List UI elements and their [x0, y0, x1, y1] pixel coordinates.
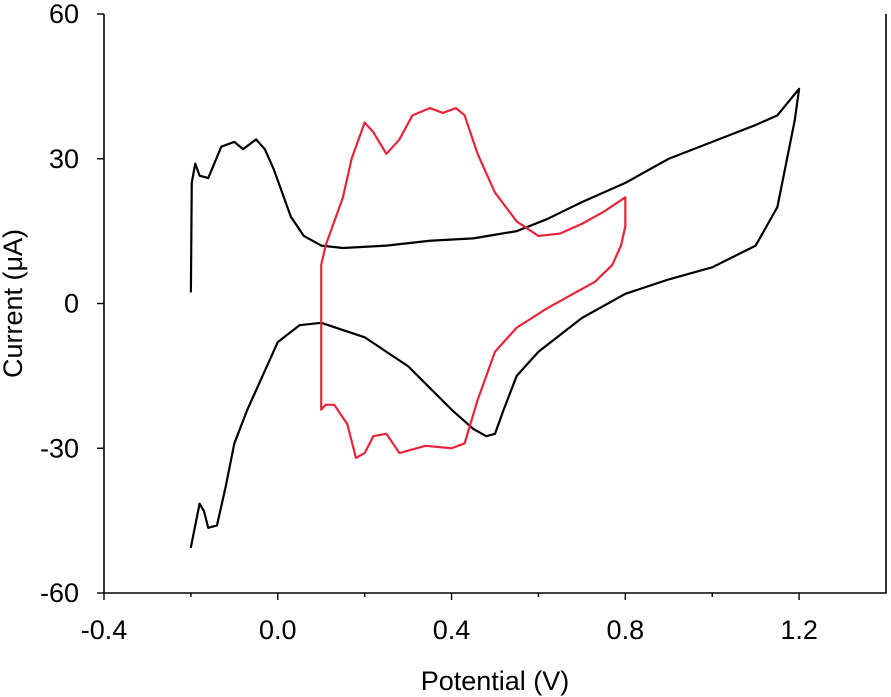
- y-tick-label: -60: [40, 578, 79, 608]
- black-cv-curve: [189, 87, 801, 549]
- red-cv-curve: [320, 106, 627, 459]
- y-tick-label: 0: [64, 289, 79, 319]
- x-axis-ticks: -0.4 0.0 0.4 0.8 1.2: [81, 593, 818, 645]
- x-tick-label: -0.4: [81, 615, 128, 645]
- y-tick-label: -30: [40, 433, 79, 463]
- x-axis-label: Potential (V): [421, 666, 570, 696]
- y-axis-label: Current (μA): [0, 229, 28, 378]
- x-tick-label: 1.2: [780, 615, 818, 645]
- x-tick-label: 0.4: [433, 615, 471, 645]
- series-group: [189, 87, 801, 549]
- x-tick-label: 0.0: [259, 615, 297, 645]
- y-axis-ticks: 60 30 0 -30 -60: [40, 0, 104, 608]
- y-tick-label: 30: [49, 144, 79, 174]
- y-tick-label: 60: [49, 0, 79, 29]
- x-tick-label: 0.8: [607, 615, 645, 645]
